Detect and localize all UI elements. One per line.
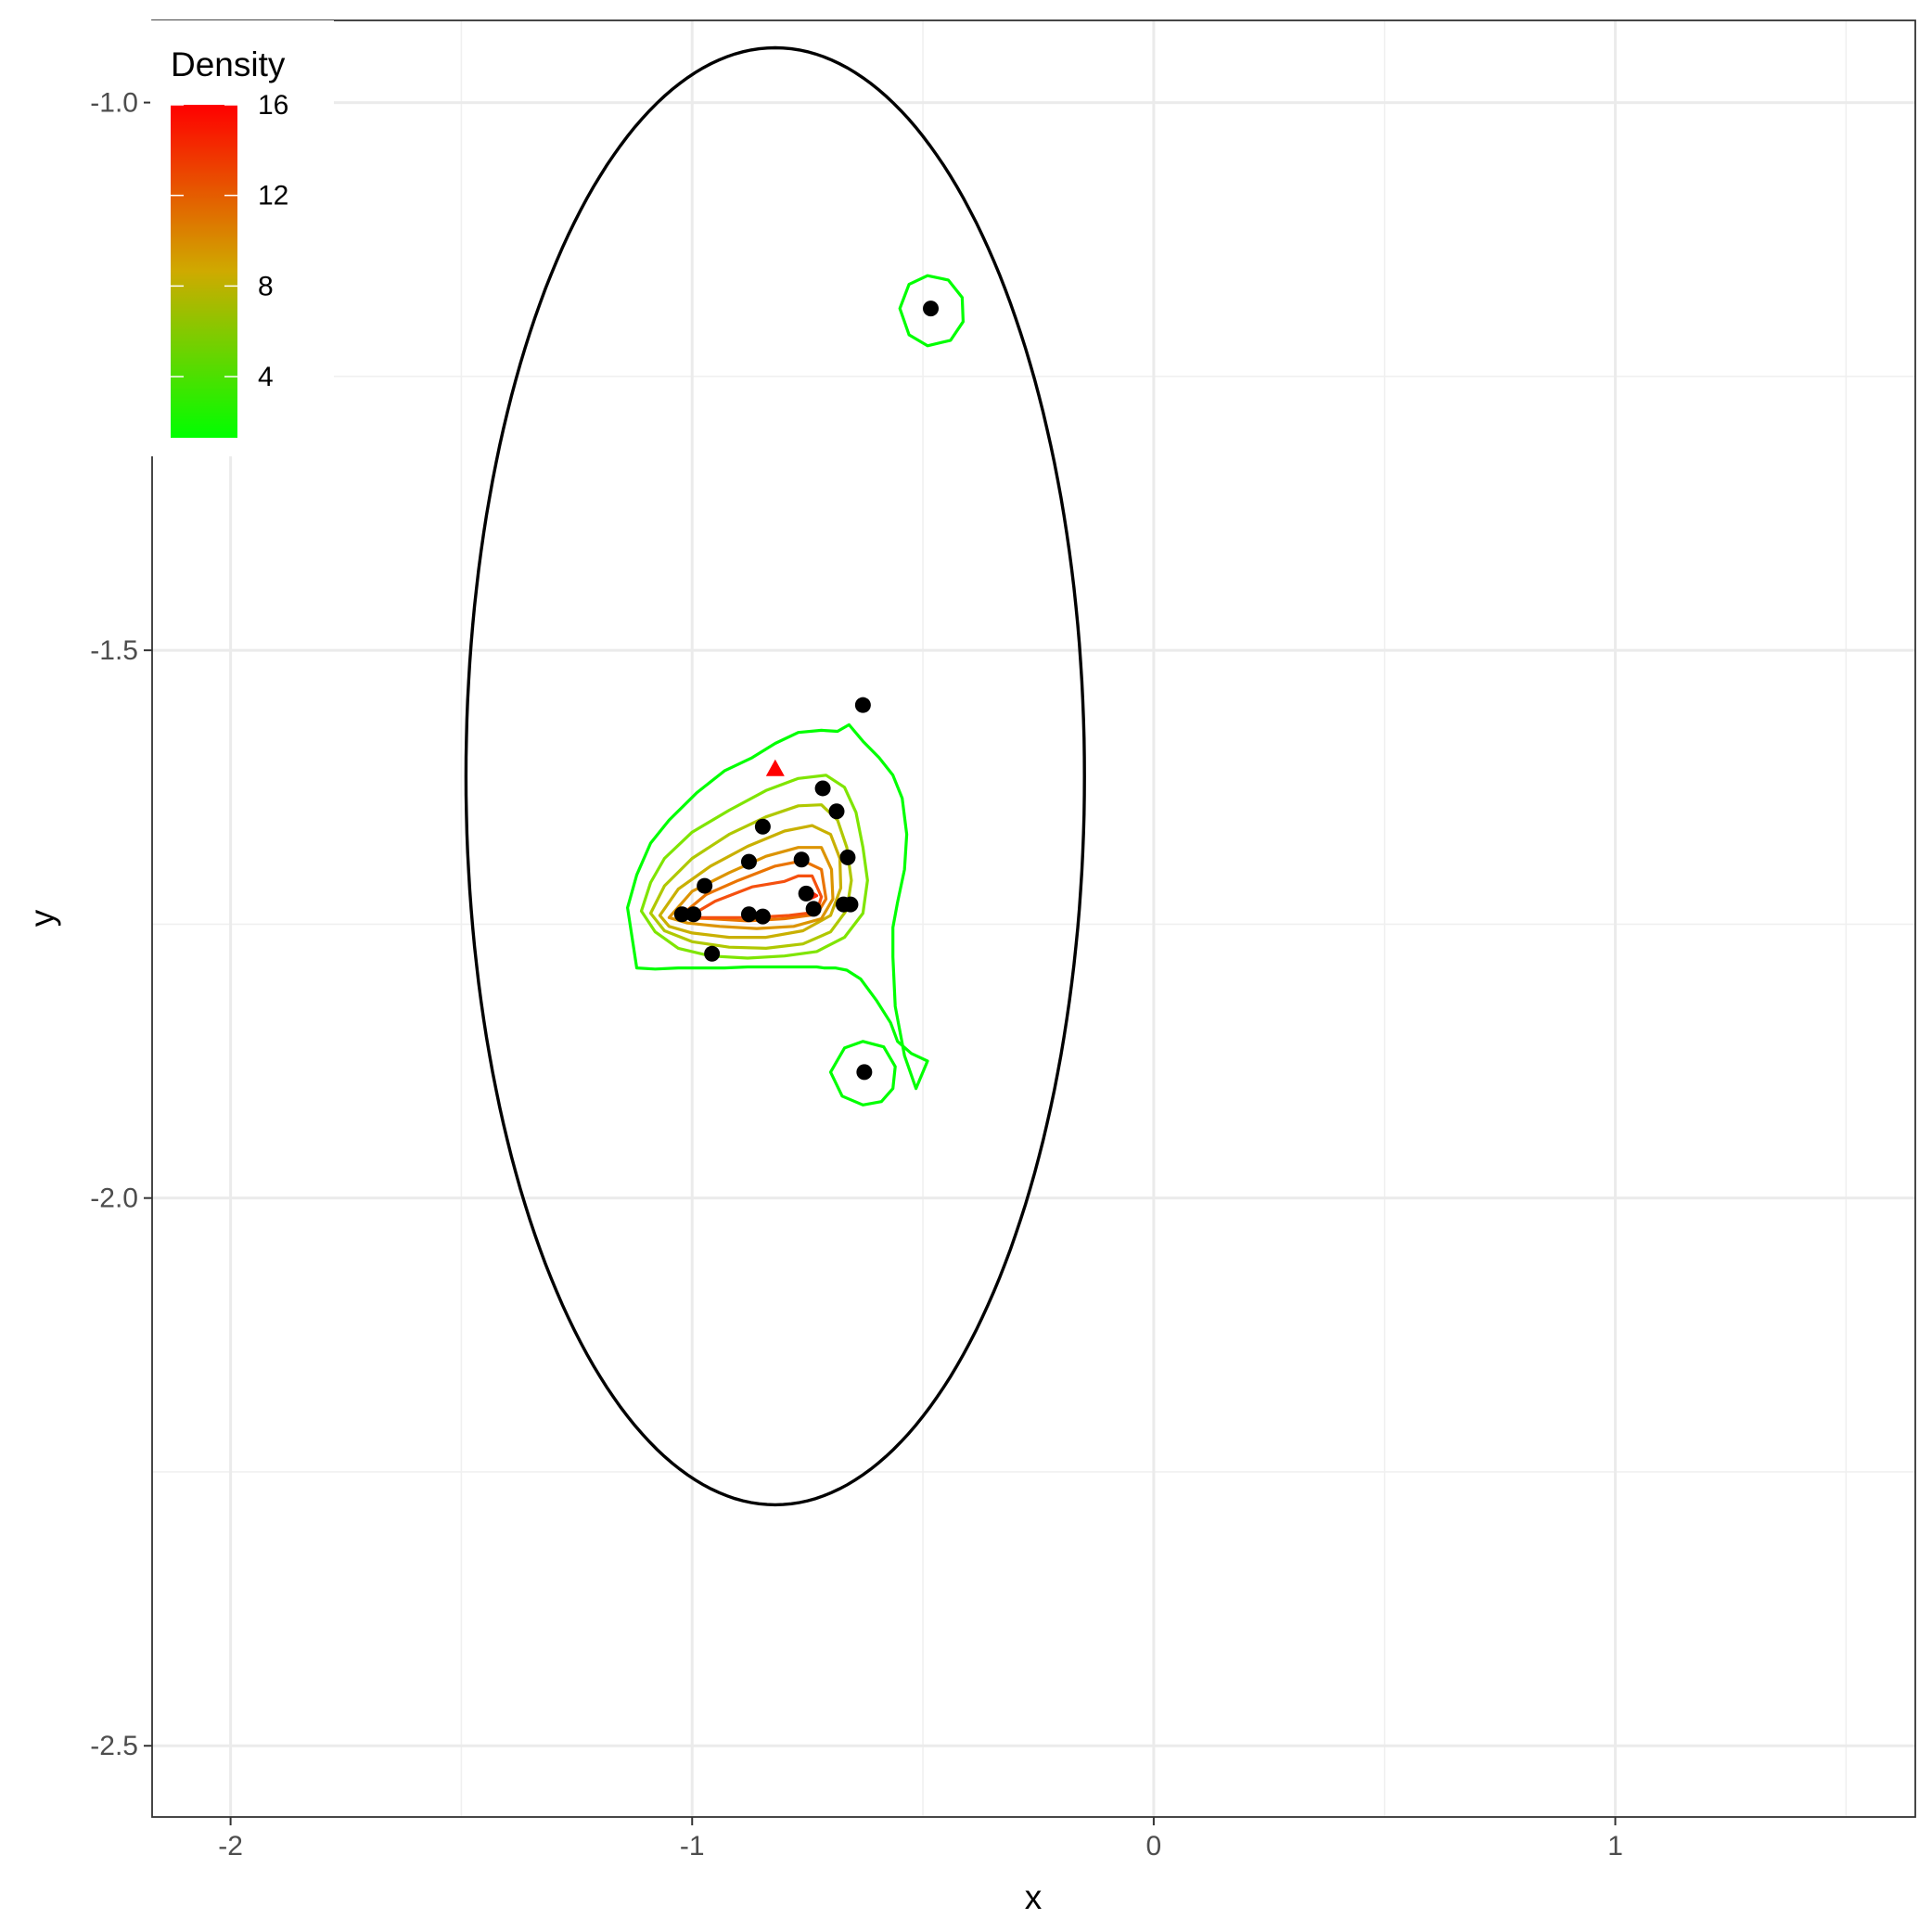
data-point [673, 906, 690, 923]
legend-colorbar [171, 105, 237, 438]
legend-tick-label: 4 [258, 362, 274, 392]
y-axis: -1.0 -1.5 -2.0 -2.5 [90, 88, 152, 1761]
legend-tick-label: 16 [258, 90, 288, 121]
contour-line [639, 774, 869, 960]
data-point [839, 849, 856, 865]
x-tick-label: -1 [680, 1831, 705, 1862]
contour-line [828, 1040, 897, 1107]
contour-line [658, 824, 843, 940]
y-tick-label: -1.0 [90, 88, 138, 119]
x-tick-label: 1 [1607, 1831, 1623, 1862]
data-point [754, 908, 771, 925]
data-point [697, 877, 713, 894]
data-point [854, 697, 871, 713]
contour-line [898, 274, 966, 348]
data-point [798, 885, 814, 902]
data-point [828, 803, 845, 820]
confidence-ellipse [464, 45, 1086, 1507]
x-tick-label: -2 [218, 1831, 243, 1862]
y-tick-label: -2.0 [90, 1184, 138, 1214]
y-tick-label: -1.5 [90, 635, 138, 666]
data-points [673, 301, 940, 1081]
contour-line [625, 723, 929, 1091]
y-tick-label: -2.5 [90, 1731, 138, 1761]
contour-line [667, 846, 835, 930]
data-point [793, 851, 810, 868]
legend: Density 4 8 12 16 [150, 20, 334, 456]
legend-tick-label: 8 [258, 271, 274, 301]
data-point [805, 901, 822, 917]
data-point [842, 896, 859, 913]
data-point [923, 301, 940, 317]
panel-background [152, 20, 1915, 1817]
x-axis: -2 -1 0 1 [218, 1817, 1623, 1862]
panel-border [151, 19, 1916, 1818]
data-point [740, 853, 757, 870]
y-axis-title: y [23, 909, 61, 927]
legend-ticks: 4 8 12 16 [171, 90, 288, 392]
data-point [814, 780, 831, 797]
x-axis-title: x [1025, 1878, 1043, 1916]
x-tick-label: 0 [1146, 1831, 1162, 1862]
centroid-marker [765, 759, 785, 776]
grid-lines [152, 20, 1915, 1817]
data-point [754, 818, 771, 835]
data-point [685, 906, 702, 923]
legend-tick-label: 12 [258, 181, 288, 211]
legend-title: Density [171, 45, 286, 83]
data-point [704, 945, 721, 962]
contour-line [676, 859, 828, 923]
data-point [856, 1064, 873, 1081]
data-point [740, 906, 757, 923]
